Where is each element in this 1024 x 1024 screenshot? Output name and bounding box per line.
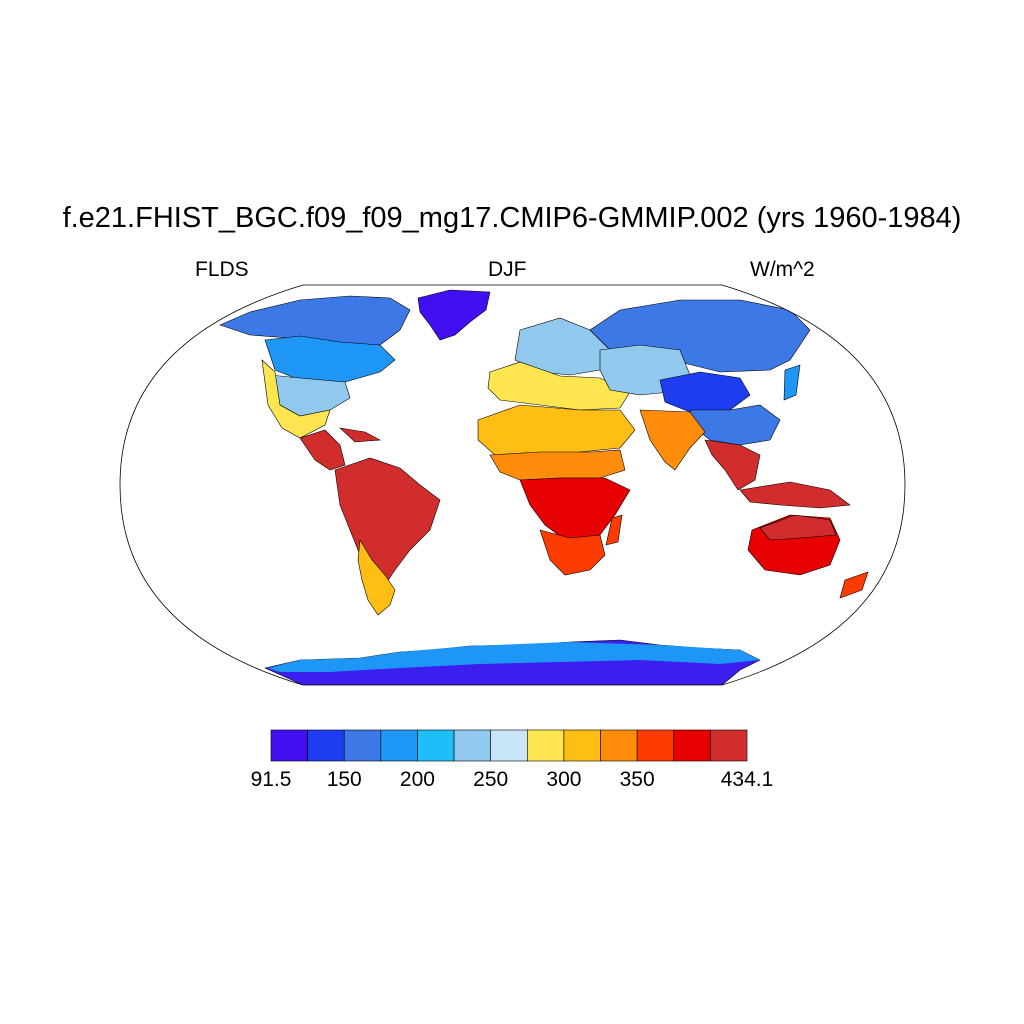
madagascar [605,514,623,546]
mediterranean [487,361,631,411]
season-label: DJF [488,258,527,281]
colorbar-swatch [710,729,748,762]
sahel [489,449,626,481]
central-america [299,429,346,471]
greenland [417,289,491,341]
patagonia [357,539,396,616]
colorbar-swatch [527,729,565,762]
usa-south [261,359,331,439]
colorbar-tick-label: 150 [326,768,362,791]
land-regions [219,289,869,685]
colorbar-swatch [307,729,345,762]
colorbar-swatch [563,729,601,762]
sahara [477,404,636,456]
colorbar-swatch [270,729,308,762]
antarctica-coast [268,642,760,672]
india [639,409,706,471]
colorbar-swatch [380,729,418,762]
map-title: f.e21.FHIST_BGC.f09_f09_mg17.CMIP6-GMMIP… [62,202,962,234]
southern-africa [539,529,606,576]
australia-north [759,514,837,541]
colorbar-tick-label: 300 [546,768,582,791]
canada-south [264,335,396,383]
indonesia [739,481,851,509]
caribbean [339,427,382,443]
colorbar-tick-label: 200 [399,768,435,791]
south-america [334,457,441,586]
colorbar-swatch [673,729,711,762]
colorbar-swatch [453,729,491,762]
colorbar-tick-label: 250 [473,768,509,791]
central-africa [519,477,631,541]
new-zealand [839,571,869,599]
variable-label: FLDS [195,258,249,281]
canada-north [219,295,411,346]
colorbar [270,729,748,762]
colorbar-swatch [343,729,382,762]
colorbar-swatch [600,729,638,762]
colorbar-swatch [490,729,528,762]
japan [783,364,801,401]
colorbar-swatch [636,729,675,762]
map-boundary [119,284,906,686]
colorbar-tick-label: 350 [619,768,655,791]
units-label: W/m^2 [750,258,815,281]
colorbar-swatch [417,729,455,762]
china [689,404,781,446]
colorbar-tick-label: 91.5 [250,768,292,791]
colorbar-tick-label: 434.1 [720,768,774,791]
southeast-asia [704,439,761,491]
mongolia [659,371,751,413]
